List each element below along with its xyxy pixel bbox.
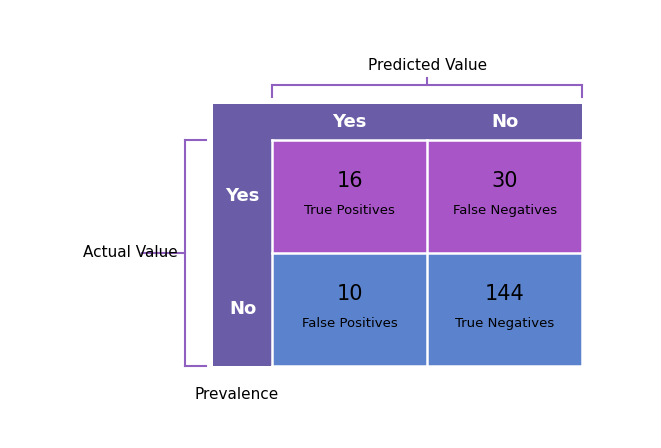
Text: Predicted Value: Predicted Value	[368, 58, 486, 73]
Text: False Positives: False Positives	[302, 317, 397, 330]
Text: 144: 144	[485, 284, 524, 304]
Bar	[214, 104, 582, 366]
Text: No: No	[491, 113, 518, 131]
Text: Yes: Yes	[332, 113, 367, 131]
Bar	[272, 140, 582, 253]
Text: Prevalence: Prevalence	[195, 387, 279, 402]
Text: 16: 16	[336, 171, 363, 191]
Text: True Negatives: True Negatives	[455, 317, 554, 330]
Text: Actual Value: Actual Value	[83, 246, 177, 260]
Text: 10: 10	[336, 284, 363, 304]
Bar	[272, 253, 582, 366]
Text: False Negatives: False Negatives	[453, 204, 557, 217]
Text: 30: 30	[491, 171, 518, 191]
Text: No: No	[229, 301, 256, 319]
Text: True Positives: True Positives	[304, 204, 395, 217]
Text: Yes: Yes	[225, 187, 260, 206]
